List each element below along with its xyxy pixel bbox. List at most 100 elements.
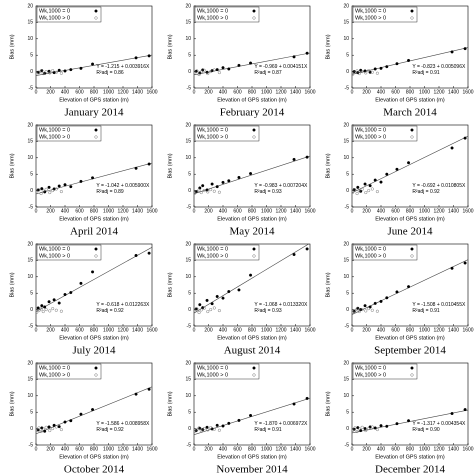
y-tick-label: 5 (188, 172, 191, 178)
legend-box (36, 125, 102, 142)
y-tick-label: 20 (185, 360, 191, 366)
data-point (79, 179, 83, 183)
fit-r2: R²adj = 0.92 (96, 427, 124, 433)
data-point (249, 172, 253, 176)
x-tick-label: 0 (35, 208, 38, 214)
y-axis-label: Bias (mm) (167, 391, 173, 416)
data-point (197, 188, 201, 192)
data-point (370, 308, 374, 312)
x-tick-label: 400 (219, 208, 228, 214)
data-point (205, 425, 209, 429)
data-point (353, 188, 357, 192)
x-tick-label: 1000 (419, 327, 430, 333)
legend-marker (252, 128, 256, 132)
x-tick-label: 1200 (117, 208, 128, 214)
data-point (37, 309, 41, 313)
data-point (360, 308, 364, 312)
x-tick-label: 400 (377, 446, 386, 452)
y-tick-label: -5 (187, 85, 192, 91)
x-tick-label: 1000 (261, 208, 272, 214)
x-tick-label: 1200 (117, 446, 128, 452)
y-tick-label: 0 (30, 307, 33, 313)
y-tick-label: 15 (27, 377, 33, 383)
data-point (44, 425, 48, 429)
panel-title: February 2014 (220, 107, 285, 119)
data-point (292, 252, 296, 256)
x-tick-label: 600 (391, 89, 400, 95)
y-tick-label: 0 (346, 426, 349, 432)
x-tick-label: 1000 (103, 327, 114, 333)
data-point (249, 61, 253, 65)
data-point (357, 310, 361, 314)
data-point (355, 430, 359, 434)
y-tick-label: 15 (27, 20, 33, 26)
data-point (202, 68, 206, 72)
fit-equation: Y = -1.317 + 0.004354X (412, 421, 466, 427)
y-tick-label: -5 (345, 442, 350, 448)
data-point (147, 251, 151, 255)
x-tick-label: 600 (75, 89, 84, 95)
legend-marker (410, 9, 414, 13)
data-point (52, 71, 56, 75)
legend-label: Wk,1000 > 0 (197, 134, 228, 140)
data-point (54, 187, 58, 191)
y-tick-label: -5 (345, 323, 350, 329)
y-tick-label: 20 (343, 3, 349, 9)
x-tick-label: 200 (46, 208, 55, 214)
y-tick-label: 15 (343, 20, 349, 26)
legend-marker (94, 128, 98, 132)
y-tick-label: 10 (343, 393, 349, 399)
legend-marker (410, 135, 414, 139)
y-tick-label: 15 (343, 377, 349, 383)
x-tick-label: 0 (193, 89, 196, 95)
data-point (40, 187, 44, 191)
data-point (227, 67, 231, 71)
x-tick-label: 600 (391, 327, 400, 333)
x-tick-label: 1200 (275, 89, 286, 95)
y-tick-label: 0 (188, 188, 191, 194)
legend-marker (410, 254, 414, 258)
legend-marker (252, 366, 256, 370)
data-point (367, 307, 371, 311)
data-point (450, 412, 454, 416)
data-point (52, 298, 56, 302)
panel-title: April 2014 (70, 226, 118, 238)
data-point (36, 72, 39, 76)
data-point (41, 310, 45, 314)
y-tick-label: 20 (27, 3, 33, 9)
data-point (221, 296, 225, 300)
x-tick-label: 600 (233, 327, 242, 333)
data-point (39, 192, 43, 196)
data-point (91, 270, 95, 274)
data-point (353, 426, 357, 430)
y-tick-label: 5 (188, 291, 191, 297)
y-tick-label: 15 (343, 139, 349, 145)
fit-r2: R²adj = 0.91 (412, 70, 440, 76)
x-tick-label: 1400 (290, 208, 301, 214)
panel: 0 200 400 600 800 1000 1200 1400 1600-505101520E… (167, 122, 315, 237)
legend-label: Wk,1000 = 0 (39, 8, 70, 14)
y-tick-label: 0 (346, 69, 349, 75)
data-point (367, 427, 371, 431)
x-tick-label: 600 (233, 446, 242, 452)
data-point (215, 294, 219, 298)
x-axis-label: Elevation of GPS station (m) (59, 97, 129, 103)
data-point (57, 184, 61, 188)
data-point (210, 182, 214, 186)
y-axis-label: Bias (mm) (9, 272, 15, 297)
x-tick-label: 200 (362, 327, 371, 333)
data-point (63, 183, 67, 187)
data-point (360, 187, 364, 191)
data-point (51, 69, 55, 73)
legend-label: Wk,1000 = 0 (197, 246, 228, 252)
x-tick-label: 600 (233, 89, 242, 95)
legend-label: Wk,1000 > 0 (197, 372, 228, 378)
y-tick-label: 0 (346, 307, 349, 313)
x-tick-label: 800 (248, 89, 257, 95)
x-tick-label: 800 (248, 208, 257, 214)
fit-r2: R²adj = 0.92 (412, 189, 440, 195)
fit-line (352, 259, 468, 315)
data-point (395, 290, 399, 294)
fit-equation: Y = -0.983 + 0.007204X (254, 183, 308, 189)
panel-title: September 2014 (374, 345, 446, 357)
